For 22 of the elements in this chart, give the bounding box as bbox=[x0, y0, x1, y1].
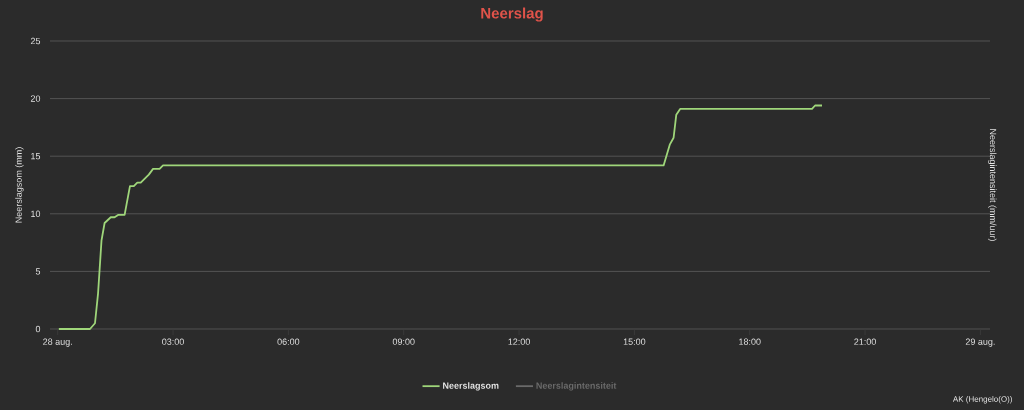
x-tick-label: 09:00 bbox=[392, 338, 415, 345]
x-tick-label: 29 aug. bbox=[965, 338, 995, 347]
x-tick-label: 18:00 bbox=[739, 338, 761, 345]
x-tick-label: 28 aug. bbox=[43, 338, 72, 347]
line-series bbox=[57, 104, 823, 330]
x-tick-label: 06:00 bbox=[277, 338, 300, 345]
x-tick-label: 03:00 bbox=[162, 338, 184, 345]
chart-title: Neerslag bbox=[481, 7, 543, 22]
y-tick-label: 5 bbox=[35, 268, 41, 275]
y-tick-label: 20 bbox=[30, 95, 41, 102]
x-tick-label: 12:00 bbox=[508, 338, 530, 345]
y-tick-label: 15 bbox=[31, 153, 41, 160]
y2-axis-title: Neerslagintensiteit (mm/uur) bbox=[988, 129, 997, 241]
y-tick-label: 10 bbox=[31, 210, 41, 217]
text: AK (Hengelo(O)) bbox=[952, 396, 1012, 404]
y-axis-title: Neerslagsom (mm) bbox=[15, 147, 24, 223]
x-tick-label: 15:00 bbox=[623, 338, 646, 345]
legend-label: Neerslagintensiteit bbox=[536, 382, 617, 391]
x-tick-label: 21:00 bbox=[854, 338, 876, 345]
y-tick-label: 0 bbox=[35, 325, 41, 333]
legend-label: Neerslagsom bbox=[443, 382, 499, 391]
y-tick-label: 25 bbox=[30, 37, 41, 45]
